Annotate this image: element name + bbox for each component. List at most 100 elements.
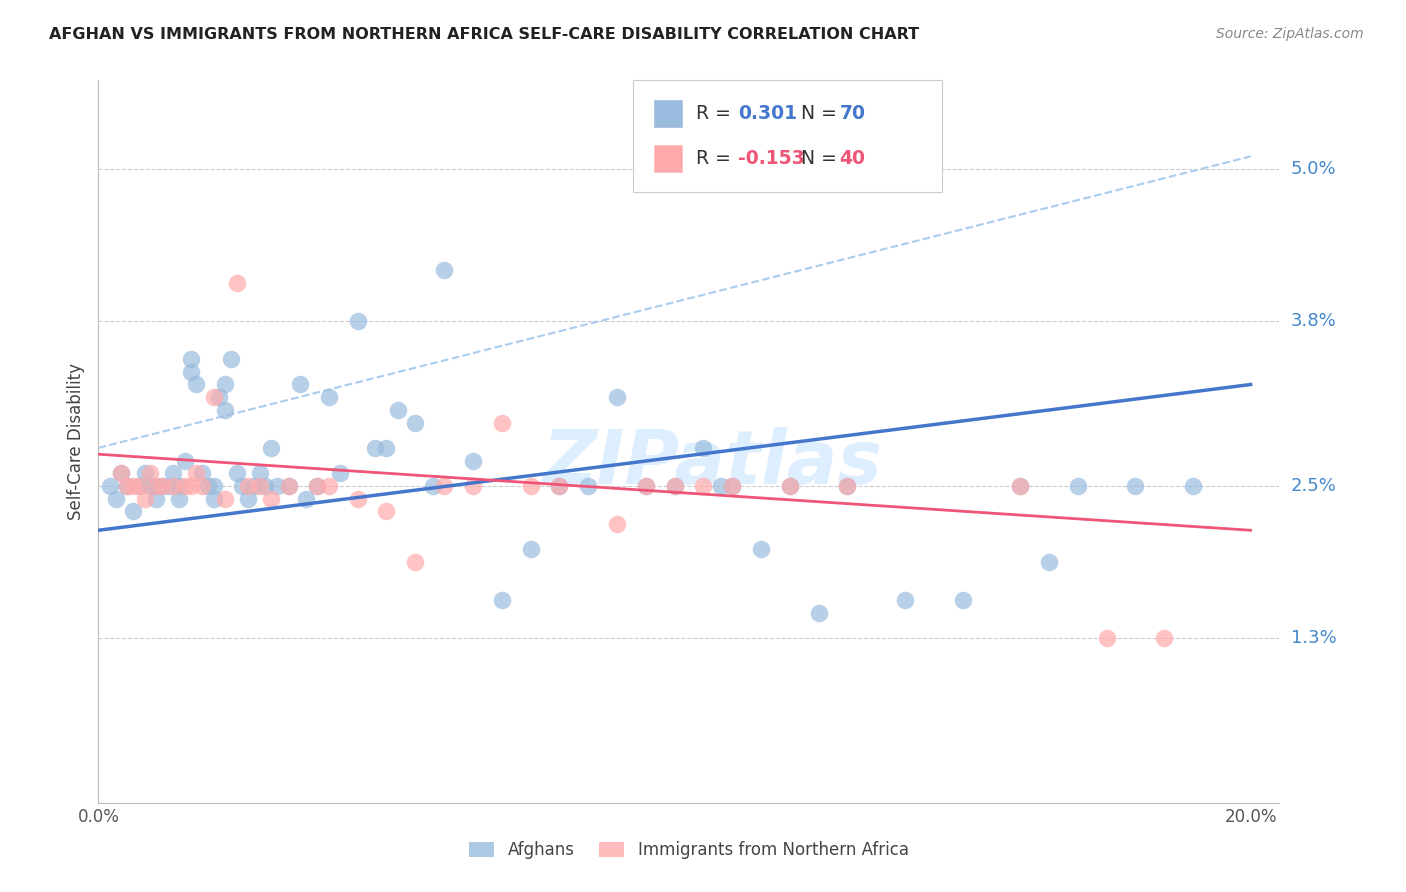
Point <box>162 479 184 493</box>
Point <box>749 542 772 557</box>
Point <box>173 453 195 467</box>
Point <box>249 479 271 493</box>
Text: N =: N = <box>801 104 844 123</box>
Point <box>692 479 714 493</box>
Point <box>422 479 444 493</box>
Point <box>231 479 253 493</box>
Point <box>664 479 686 493</box>
Point <box>779 479 801 493</box>
Point <box>266 479 288 493</box>
Point <box>433 479 456 493</box>
Point <box>1125 479 1147 493</box>
Point <box>1010 479 1032 493</box>
Point <box>307 479 329 493</box>
Point <box>145 479 167 493</box>
Point <box>197 479 219 493</box>
Point <box>180 365 202 379</box>
Point <box>225 467 247 481</box>
Point <box>214 491 236 506</box>
Point <box>202 390 225 404</box>
Point <box>134 467 156 481</box>
Point <box>606 516 628 531</box>
Point <box>173 479 195 493</box>
Text: 70: 70 <box>839 104 865 123</box>
Text: 40: 40 <box>839 149 865 168</box>
Point <box>307 479 329 493</box>
Text: 5.0%: 5.0% <box>1291 160 1336 178</box>
Point <box>186 467 208 481</box>
Point <box>115 479 138 493</box>
Point <box>238 479 260 493</box>
Point <box>664 479 686 493</box>
Point <box>461 479 484 493</box>
Point <box>145 479 167 493</box>
Point <box>837 479 859 493</box>
Point <box>710 479 733 493</box>
Point <box>606 390 628 404</box>
Point <box>346 314 368 328</box>
Point <box>807 606 830 620</box>
Point <box>491 416 513 430</box>
Point <box>156 479 179 493</box>
Point <box>180 479 202 493</box>
Text: R =: R = <box>696 104 737 123</box>
Text: N =: N = <box>801 149 844 168</box>
Point <box>167 479 190 493</box>
Point <box>260 491 283 506</box>
Point <box>318 479 340 493</box>
Text: Source: ZipAtlas.com: Source: ZipAtlas.com <box>1216 27 1364 41</box>
Point <box>225 276 247 290</box>
Point <box>634 479 657 493</box>
Y-axis label: Self-Care Disability: Self-Care Disability <box>66 363 84 520</box>
Point <box>249 467 271 481</box>
Point <box>214 377 236 392</box>
Point <box>288 377 311 392</box>
Point <box>122 479 145 493</box>
Point <box>952 593 974 607</box>
Point <box>318 390 340 404</box>
Point <box>364 441 387 455</box>
Point <box>1010 479 1032 493</box>
Point <box>202 491 225 506</box>
Point <box>134 491 156 506</box>
Point <box>139 467 162 481</box>
Point <box>1153 631 1175 645</box>
Point <box>277 479 299 493</box>
Point <box>191 479 214 493</box>
Point <box>433 263 456 277</box>
Point <box>894 593 917 607</box>
Point <box>243 479 266 493</box>
Text: 0.301: 0.301 <box>738 104 797 123</box>
Point <box>128 479 150 493</box>
Legend: Afghans, Immigrants from Northern Africa: Afghans, Immigrants from Northern Africa <box>470 841 908 860</box>
Text: -0.153: -0.153 <box>738 149 804 168</box>
Point <box>260 441 283 455</box>
Point <box>150 479 173 493</box>
Point <box>128 479 150 493</box>
Point <box>519 479 541 493</box>
Point <box>214 402 236 417</box>
Point <box>329 467 352 481</box>
Point <box>721 479 744 493</box>
Point <box>115 479 138 493</box>
Point <box>208 390 231 404</box>
Point <box>346 491 368 506</box>
Point <box>254 479 277 493</box>
Text: 1.3%: 1.3% <box>1291 629 1336 647</box>
Point <box>576 479 599 493</box>
Text: R =: R = <box>696 149 737 168</box>
Point <box>277 479 299 493</box>
Point <box>837 479 859 493</box>
Point <box>779 479 801 493</box>
Point <box>491 593 513 607</box>
Text: 3.8%: 3.8% <box>1291 312 1336 330</box>
Point <box>162 467 184 481</box>
Point <box>139 479 162 493</box>
Point <box>180 352 202 367</box>
Point <box>375 441 398 455</box>
Point <box>186 377 208 392</box>
Point <box>1067 479 1090 493</box>
Point <box>1182 479 1205 493</box>
Point <box>375 504 398 518</box>
Text: AFGHAN VS IMMIGRANTS FROM NORTHERN AFRICA SELF-CARE DISABILITY CORRELATION CHART: AFGHAN VS IMMIGRANTS FROM NORTHERN AFRIC… <box>49 27 920 42</box>
